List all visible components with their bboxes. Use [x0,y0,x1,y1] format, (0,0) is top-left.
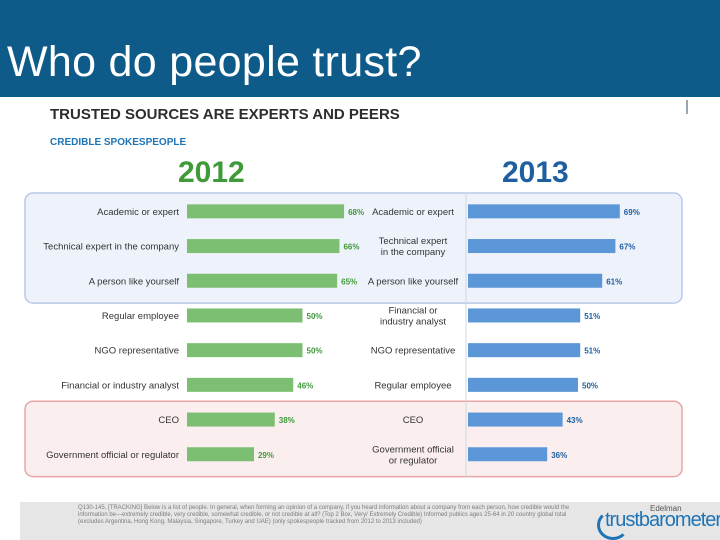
category-label-2013-6: CEO [403,415,424,426]
logo-wordmark: trustbarometer [605,509,720,531]
category-label-2013-2: A person like yourself [368,276,459,287]
title-bar: Who do people trust? [0,0,720,97]
bar-2012-2 [187,273,338,288]
value-label-2012-1: 66% [343,243,359,252]
category-label-2012-3: Regular employee [102,311,179,322]
bar-2012-0 [187,204,345,219]
category-label-2013-4: NGO representative [371,346,455,357]
bar-2013-3 [468,308,581,323]
divider-mark [686,100,688,114]
year-2012-label: 2012 [178,156,245,189]
bar-2012-7 [187,447,254,462]
bar-2013-4 [468,343,581,358]
value-label-2013-3: 51% [584,312,600,321]
value-label-2012-5: 46% [297,381,313,390]
category-label-2013-1: Technical expert in the company [379,236,448,258]
bar-2013-1 [468,239,616,254]
category-label-2012-7: Government official or regulator [46,450,179,461]
category-label-2012-2: A person like yourself [89,276,180,287]
bar-2012-4 [187,343,303,358]
category-label-2012-4: NGO representative [95,346,179,357]
bar-2013-2 [468,273,603,288]
category-label-2013-3: Financial or industry analyst [380,305,446,327]
category-label-2012-0: Academic or expert [97,207,179,218]
bar-2013-6 [468,412,563,427]
value-label-2012-4: 50% [307,347,323,356]
value-label-2013-0: 69% [624,208,640,217]
logo-brand: Edelman [650,504,682,513]
value-label-2012-7: 29% [258,451,274,460]
bar-2012-3 [187,308,303,323]
bar-2013-7 [468,447,548,462]
chart-subtitle: CREDIBLE SPOKESPEOPLE [50,137,187,148]
value-label-2012-0: 68% [348,208,364,217]
slide-title: Who do people trust? [7,38,422,86]
category-label-2012-1: Technical expert in the company [43,242,179,253]
group-box-ceo-and-government [24,400,683,478]
value-label-2013-6: 43% [567,416,583,425]
value-label-2013-7: 36% [551,451,567,460]
chart-title: TRUSTED SOURCES ARE EXPERTS AND PEERS [50,106,400,123]
bar-2013-5 [468,377,578,392]
category-label-2013-0: Academic or expert [372,207,454,218]
category-label-2013-5: Regular employee [374,380,451,391]
bar-2013-0 [468,204,620,219]
value-label-2012-2: 65% [341,277,357,286]
bar-2012-1 [187,239,340,254]
value-label-2013-1: 67% [619,243,635,252]
bar-2012-5 [187,377,294,392]
value-label-2013-5: 50% [582,381,598,390]
value-label-2012-6: 38% [279,416,295,425]
value-label-2013-4: 51% [584,347,600,356]
category-label-2012-6: CEO [158,415,179,426]
footnote: Q130-145. [TRACKING] Below is a list of … [78,505,570,525]
year-2013-label: 2013 [502,156,569,189]
logo-swoosh-icon [597,510,629,540]
category-label-2012-5: Financial or industry analyst [61,380,179,391]
value-label-2012-3: 50% [307,312,323,321]
value-label-2013-2: 61% [606,277,622,286]
category-label-2013-7: Government official or regulator [372,444,454,466]
bar-2012-6 [187,412,275,427]
